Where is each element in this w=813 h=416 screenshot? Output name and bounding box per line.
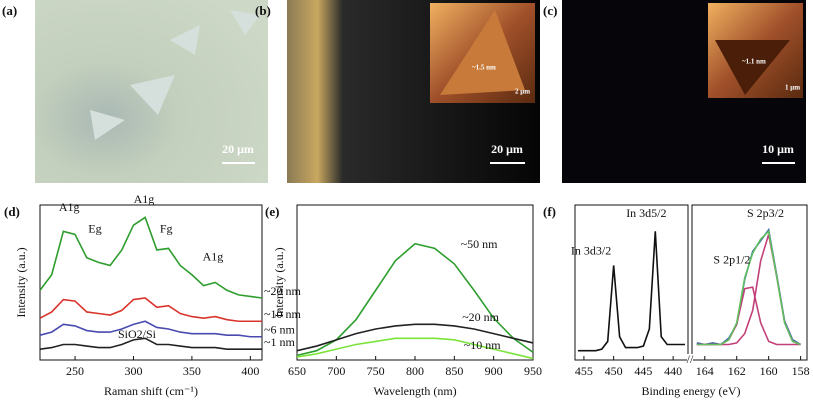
x-tick-label: 158 (792, 364, 810, 378)
inset-height: ~1.1 nm (742, 58, 766, 66)
annotation: A1g (59, 200, 80, 214)
spectrum (296, 337, 534, 360)
panel-label: (f) (543, 204, 556, 219)
x-axis-label: Wavelength (nm) (373, 384, 456, 398)
plot-frame (296, 204, 534, 361)
x-tick-label: 650 (288, 364, 306, 378)
axis-break-mark: // (687, 352, 694, 366)
axis-break (687, 354, 693, 366)
y-axis-label: Intensity (a.u.) (14, 247, 28, 317)
x-tick-label: 750 (367, 364, 385, 378)
spectrum (696, 229, 801, 346)
spectrum (577, 231, 686, 352)
panel-label: (c) (543, 3, 557, 18)
annotation: Fg (160, 222, 173, 236)
x-tick-label: 850 (445, 364, 463, 378)
spectrum (39, 337, 262, 350)
panel-label: (a) (2, 3, 17, 18)
spectrum (696, 286, 801, 346)
spectrum (39, 297, 262, 323)
x-tick-label: 450 (605, 364, 623, 378)
annotation: In 3d5/2 (626, 206, 666, 220)
series-label: ~20 nm (462, 310, 499, 324)
inset-height: ~1.5 nm (472, 64, 496, 72)
x-tick-label: 440 (664, 364, 682, 378)
scale-label: 20 μm (491, 142, 523, 156)
x-tick-label: 300 (124, 364, 142, 378)
annotation: Eg (88, 222, 101, 236)
series-label: ~6 nm (264, 323, 295, 337)
plot-frame (39, 204, 263, 361)
annotation: A1g (203, 249, 224, 263)
plot-frame (574, 204, 689, 361)
flakes (90, 10, 260, 140)
x-tick-label: 455 (575, 364, 593, 378)
x-tick-label: 160 (760, 364, 778, 378)
x-tick-label: 350 (183, 364, 201, 378)
spectrum (39, 320, 262, 338)
panel-label: (e) (265, 204, 279, 219)
x-tick-label: 162 (728, 364, 746, 378)
series-label: ~50 nm (461, 237, 498, 251)
inset-scale: 2 μm (515, 88, 530, 96)
annotation: SiO2/Si (118, 327, 157, 341)
x-axis-label: Raman shift (cm⁻¹) (104, 384, 198, 398)
plot-frame (691, 204, 808, 361)
inset-scale: 1 μm (785, 84, 800, 92)
scale-label: 10 μm (762, 142, 794, 156)
x-tick-label: 950 (524, 364, 542, 378)
series-label: ~20 nm (264, 284, 301, 298)
x-tick-label: 900 (485, 364, 503, 378)
flake (715, 40, 790, 95)
annotation: S 2p3/2 (747, 206, 784, 220)
x-tick-label: 400 (241, 364, 259, 378)
x-tick-label: 700 (327, 364, 345, 378)
series-label: ~10 nm (464, 338, 501, 352)
annotation: In 3d3/2 (571, 243, 611, 257)
panel-label: (d) (4, 204, 20, 219)
x-axis-label: Binding energy (eV) (641, 384, 740, 398)
spectrum (39, 216, 263, 299)
series-label: ~1 nm (264, 335, 295, 349)
y-axis-label: Intensity (a.u.) (272, 247, 286, 317)
spectrum (296, 323, 534, 352)
x-tick-label: 164 (696, 364, 714, 378)
annotation: S 2p1/2 (713, 253, 750, 267)
panel-label: (b) (255, 3, 271, 18)
annotation: A1g (134, 192, 155, 206)
x-tick-label: 250 (66, 364, 84, 378)
x-tick-label: 800 (406, 364, 424, 378)
x-tick-label: 445 (634, 364, 652, 378)
flake (440, 10, 525, 95)
scale-label: 20 μm (222, 142, 254, 156)
series-label: ~10 nm (264, 307, 301, 321)
spectrum (696, 234, 801, 346)
